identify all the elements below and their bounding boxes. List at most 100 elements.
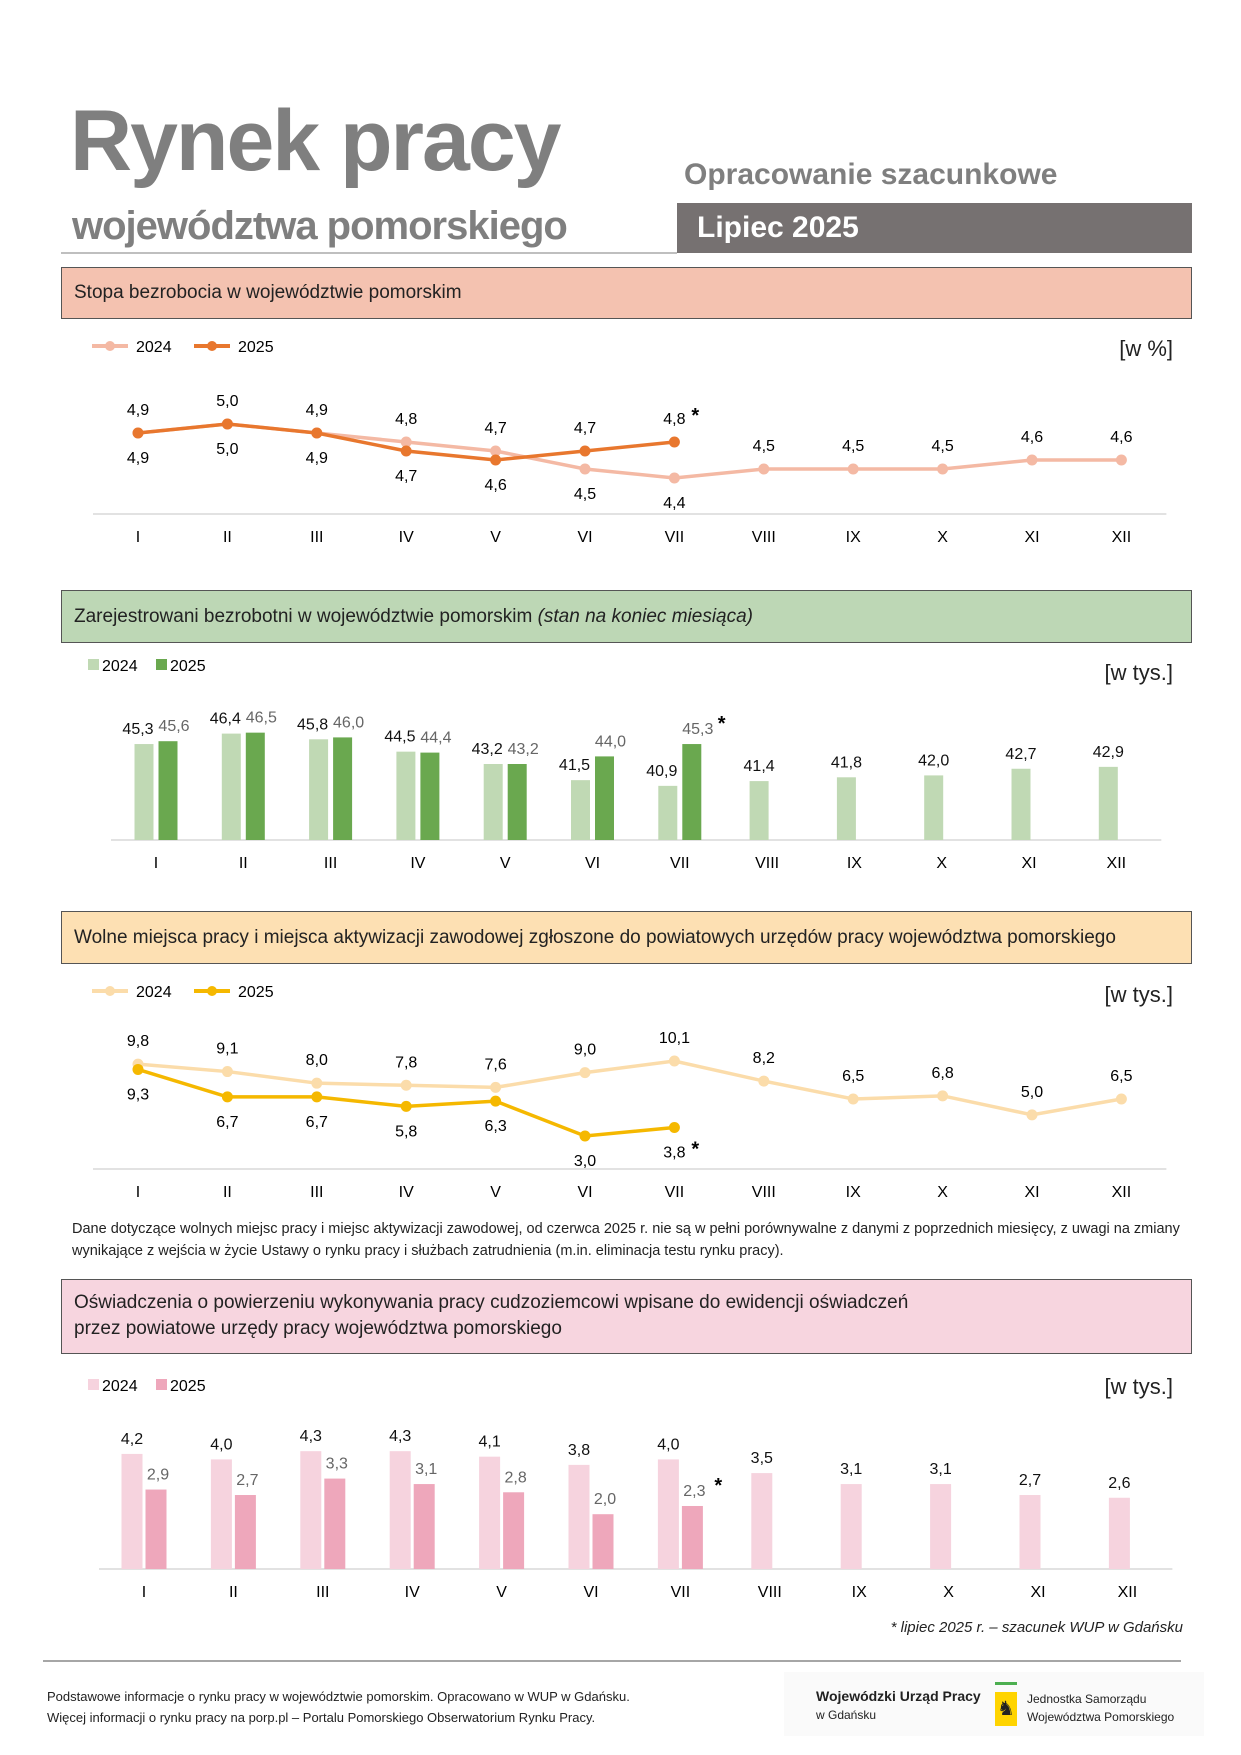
series-line-2024 xyxy=(137,422,1122,480)
data-point-2024 xyxy=(758,463,770,475)
bar-2024 xyxy=(483,764,503,840)
data-label-2024: 4,9 xyxy=(306,450,328,467)
bar-2024 xyxy=(1108,1497,1130,1569)
bar-2025 xyxy=(682,744,702,840)
data-label-2024: 8,0 xyxy=(306,1052,328,1069)
data-point-2024 xyxy=(400,436,412,448)
section-title-italic: (stan na koniec miesiąca) xyxy=(537,605,754,627)
x-tick-label: III xyxy=(316,1584,329,1601)
data-label-2024: 4,5 xyxy=(842,438,864,455)
section-title: Stopa bezrobocia w województwie pomorski… xyxy=(74,282,462,303)
data-label-2024: 4,5 xyxy=(574,486,596,503)
bar-2025 xyxy=(234,1495,256,1569)
x-tick-label: II xyxy=(229,1584,238,1601)
data-label-2024: 4,6 xyxy=(1110,429,1132,446)
data-label-2024: 4,8 xyxy=(395,411,417,428)
bar-label-2025: 2,7 xyxy=(236,1472,258,1489)
x-tick-label: VIII xyxy=(752,529,776,546)
legend-label: 2025 xyxy=(170,1378,206,1395)
data-label-2025: 5,0 xyxy=(216,393,238,410)
data-label-2024: 4,6 xyxy=(1021,429,1043,446)
x-tick-label: V xyxy=(500,855,511,872)
data-label-2025: 4,8 xyxy=(663,411,685,428)
footer-text: Podstawowe informacje o rynku pracy w wo… xyxy=(47,1686,630,1728)
bar-2024 xyxy=(210,1459,232,1569)
data-point-2024 xyxy=(1026,1109,1038,1121)
x-tick-label: IV xyxy=(399,529,414,546)
data-label-2025: 5,8 xyxy=(395,1123,417,1140)
bar-label-2025: 2,8 xyxy=(504,1469,526,1486)
bar-2025 xyxy=(420,752,440,840)
x-tick-label: X xyxy=(937,1184,948,1201)
bar-2024 xyxy=(836,777,856,840)
x-tick-label: III xyxy=(310,1184,323,1201)
data-point-2024 xyxy=(311,1077,323,1089)
data-label-2024: 4,9 xyxy=(127,450,149,467)
data-point-2024 xyxy=(1026,454,1038,466)
x-tick-label: I xyxy=(136,1184,140,1201)
bar-label-2024: 40,9 xyxy=(646,763,677,780)
bar-label-2024: 2,6 xyxy=(1108,1475,1130,1492)
data-point-2025 xyxy=(579,445,591,457)
legend-label: 2024 xyxy=(102,1378,138,1395)
bar-label-2025: 43,2 xyxy=(508,741,539,758)
bar-2025 xyxy=(324,1478,346,1569)
bar-2025 xyxy=(507,764,527,840)
bar-label-2024: 41,5 xyxy=(559,757,590,774)
unit-label: [w tys.] xyxy=(1104,1374,1173,1399)
data-label-2025: 6,7 xyxy=(216,1114,238,1131)
x-tick-label: XI xyxy=(1030,1584,1045,1601)
bar-label-2024: 3,1 xyxy=(840,1461,862,1478)
x-tick-label: XI xyxy=(1024,1184,1039,1201)
data-point-2024 xyxy=(847,463,859,475)
footer-line: Więcej informacji o rynku pracy na porp.… xyxy=(47,1710,596,1725)
x-tick-label: VII xyxy=(670,855,690,872)
bar-label-2025: 2,9 xyxy=(147,1467,169,1484)
bar-2024 xyxy=(121,1453,143,1569)
region-logo-text: Jednostka Samorządu Województwa Pomorski… xyxy=(1027,1690,1174,1726)
bar-2024 xyxy=(658,785,678,840)
bar-label-2025: 3,1 xyxy=(415,1461,437,1478)
bar-2024 xyxy=(930,1484,952,1569)
x-tick-label: IV xyxy=(399,1184,414,1201)
x-tick-label: II xyxy=(223,529,232,546)
green-bar xyxy=(995,1682,1017,1685)
data-label-2024: 8,2 xyxy=(753,1050,775,1067)
bar-2024 xyxy=(396,751,416,840)
bar-label-2025: 2,0 xyxy=(594,1491,616,1508)
x-tick-label: VI xyxy=(577,1184,592,1201)
legend-label: 2024 xyxy=(102,658,138,675)
bar-2024 xyxy=(1098,766,1118,840)
data-point-2025 xyxy=(221,418,233,430)
bar-label-2024: 42,0 xyxy=(918,752,949,769)
bar-label-2024: 41,8 xyxy=(831,754,862,771)
data-label-2024: 5,0 xyxy=(216,441,238,458)
data-label-2024: 6,5 xyxy=(1110,1068,1132,1085)
data-label-2025: 6,3 xyxy=(484,1118,506,1135)
bar-2024 xyxy=(840,1484,862,1569)
bar-label-2024: 4,3 xyxy=(300,1428,322,1445)
section-header-registered-unemployed: Zarejestrowani bezrobotni w województwie… xyxy=(61,590,1192,643)
data-label-2024: 4,5 xyxy=(753,438,775,455)
x-tick-label: I xyxy=(136,529,140,546)
bar-label-2025: 45,6 xyxy=(158,718,189,735)
data-note: Dane dotyczące wolnych miejsc pracy i mi… xyxy=(72,1221,1180,1259)
estimate-asterisk: * xyxy=(691,1139,699,1161)
legend-label: 2025 xyxy=(170,658,206,675)
x-tick-label: XI xyxy=(1021,855,1036,872)
x-tick-label: IX xyxy=(852,1584,867,1601)
data-label-2025: 4,9 xyxy=(306,402,328,419)
section-header-unemployment-rate: Stopa bezrobocia w województwie pomorski… xyxy=(61,267,1192,319)
x-tick-label: III xyxy=(324,855,337,872)
bar-label-2024: 43,2 xyxy=(472,741,503,758)
bar-2025 xyxy=(592,1514,614,1569)
data-label-2024: 4,5 xyxy=(931,438,953,455)
bar-label-2024: 45,3 xyxy=(122,721,153,738)
bar-label-2024: 46,4 xyxy=(210,711,241,728)
data-label-2024: 9,8 xyxy=(127,1033,149,1050)
bar-2024 xyxy=(1019,1495,1041,1569)
section-header-job-offers: Wolne miejsca pracy i miejsca aktywizacj… xyxy=(61,911,1192,964)
divider xyxy=(61,252,677,254)
data-point-2024 xyxy=(668,1055,680,1067)
x-tick-label: VIII xyxy=(755,855,779,872)
